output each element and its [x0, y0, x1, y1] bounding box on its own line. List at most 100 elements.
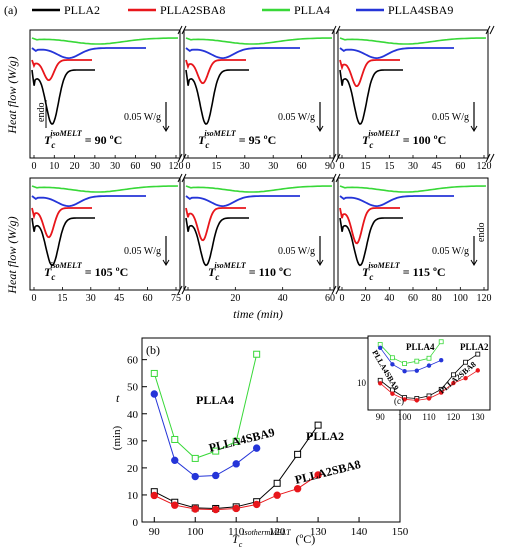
scale-label: 0.05 W/g [278, 112, 315, 123]
inset-x-tick-label: 130 [471, 412, 485, 422]
inset-point [390, 362, 395, 367]
panel-b-label: (b) [146, 343, 160, 357]
scale-label: 0.05 W/g [432, 112, 469, 123]
panel-b-chart: (b) 90 100 110 120 130 140 150 0 10 20 30 40 50 60 t (mi… [111, 335, 491, 549]
scale-label: 0.05 W/g [124, 246, 161, 257]
tc-value: = 90 ºC [82, 133, 122, 147]
inset-chart: 90 100 110 120 13010(c)PLLA4PLLA4SBA9PLLA2PL… [357, 335, 491, 422]
dsc-x-tick-label: 120 [477, 293, 492, 304]
series-plla4 [150, 350, 261, 462]
dsc-curve-plla4sba9 [339, 195, 454, 208]
tc-value: = 95 ºC [236, 133, 276, 147]
legend-label-plla2: PLLA2 [64, 3, 100, 17]
tc-annotation: Tc isoMELT = 95 ºC [198, 129, 276, 150]
dsc-x-tick-label: 30 [110, 161, 120, 172]
dsc-x-tick-label: 60 [325, 293, 335, 304]
scale-label: 0.05 W/g [278, 246, 315, 257]
axis-break-mark [485, 25, 491, 35]
inset-point [414, 398, 419, 403]
dsc-panel-frame [183, 29, 335, 159]
dsc-curve-plla4sba9 [31, 47, 146, 60]
dsc-curve-plla4sba9 [185, 47, 300, 60]
inset-x-tick-label: 110 [422, 412, 436, 422]
series-label-plla4: PLLA4 [196, 393, 234, 407]
axis-break-mark [177, 153, 183, 163]
dsc-curve-plla2 [339, 217, 403, 267]
panel-a-label: (a) [4, 3, 17, 17]
dsc-x-tick-label: 0 [186, 293, 191, 304]
data-point-plla4 [150, 369, 158, 377]
axis-break-mark [485, 153, 491, 163]
data-point-plla2 [314, 421, 322, 429]
inset-y-tick-label: 10 [357, 378, 367, 388]
axis-break-mark [177, 25, 183, 35]
y-axis-label-a2: Heat flow (W/g) [5, 216, 19, 294]
dsc-x-tick-label: 0 [32, 161, 37, 172]
tc-superscript: isoMELT [50, 129, 83, 138]
data-point-plla2sba8 [232, 504, 240, 513]
dsc-x-tick-label: 30 [408, 161, 418, 172]
dsc-curve-plla2 [185, 69, 249, 126]
data-point-plla2 [273, 479, 281, 487]
panel-c-label: (c) [394, 396, 404, 406]
data-point-plla4 [232, 437, 240, 445]
tc-superscript: isoMELT [204, 129, 237, 138]
dsc-curve-plla4 [339, 185, 487, 193]
x-tick-label: 130 [310, 526, 327, 538]
axis-break-mark [489, 153, 495, 163]
dsc-x-tick-label: 60 [455, 161, 465, 172]
axis-break-mark [177, 173, 183, 183]
dsc-x-tick-label: 120 [477, 161, 492, 172]
data-point-plla2 [294, 450, 302, 458]
scale-bar-arrow [316, 259, 324, 266]
inset-point [402, 361, 408, 367]
dsc-panels: 0 10 20 30 30 60 90 120 0.05 W/g endo Tc isoMELT = … [29, 25, 495, 304]
dsc-panel-5: 0 20 40 60 0.05 W/g Tc isoMELT = 110 ºC [183, 173, 341, 304]
scale-bar-arrow [162, 125, 170, 132]
dsc-x-tick-label: 0 [186, 161, 191, 172]
plot-frame [141, 337, 401, 523]
dsc-curve-plla2sba8 [31, 207, 92, 239]
tc-symbol: T [362, 265, 370, 279]
dsc-curve-plla4sba9 [185, 195, 300, 208]
series-label-plla2: PLLA2 [306, 429, 344, 443]
tc-superscript: isoMELT [368, 129, 401, 138]
data-point-plla4 [191, 454, 199, 462]
inset-point [451, 380, 456, 386]
tc-superscript: isoMELT [368, 261, 401, 270]
series-line-plla4 [153, 354, 258, 459]
legend-label-plla2sba8: PLLA2SBA8 [160, 3, 225, 17]
y-axis-label: t [116, 391, 120, 405]
inset-point [402, 368, 407, 374]
dsc-panel-frame [29, 29, 181, 159]
inset-line-plla4sba9 [379, 347, 442, 372]
inset-point [450, 372, 456, 378]
dsc-curve-plla2 [31, 217, 95, 267]
inset-point [402, 397, 407, 402]
data-point-plla4 [171, 435, 179, 443]
scale-bar-arrow [162, 259, 170, 266]
y-tick-label: 10 [127, 490, 139, 502]
inset-point [439, 390, 444, 395]
dsc-x-tick-label: 15 [211, 161, 221, 172]
dsc-x-tick-label: 30 [90, 161, 100, 172]
data-point-plla4 [253, 350, 261, 358]
y-tick-label: 0 [133, 517, 139, 529]
dsc-x-tick-label: 60 [143, 293, 153, 304]
series-plla4sba9 [150, 390, 261, 481]
dsc-panel-4: 0 15 30 45 60 75 0.05 W/g Tc isoMELT = 105 ºC [29, 173, 187, 304]
inset-point [475, 351, 481, 357]
axis-break-mark [331, 285, 337, 295]
axis-break-mark [331, 153, 337, 163]
tc-superscript: isoMELT [50, 261, 83, 270]
dsc-x-tick-label: 90 [325, 161, 335, 172]
tc-symbol: T [44, 265, 52, 279]
tc-subscript: c [369, 272, 373, 282]
scale-label: 0.05 W/g [432, 246, 469, 257]
dsc-x-tick-label: 30 [268, 161, 278, 172]
data-point-plla2sba8 [252, 500, 261, 509]
inset-point [463, 359, 469, 365]
dsc-x-tick-label: 15 [57, 293, 67, 304]
dsc-x-tick-label: 60 [297, 161, 307, 172]
x-tick-label: 90 [149, 526, 161, 538]
